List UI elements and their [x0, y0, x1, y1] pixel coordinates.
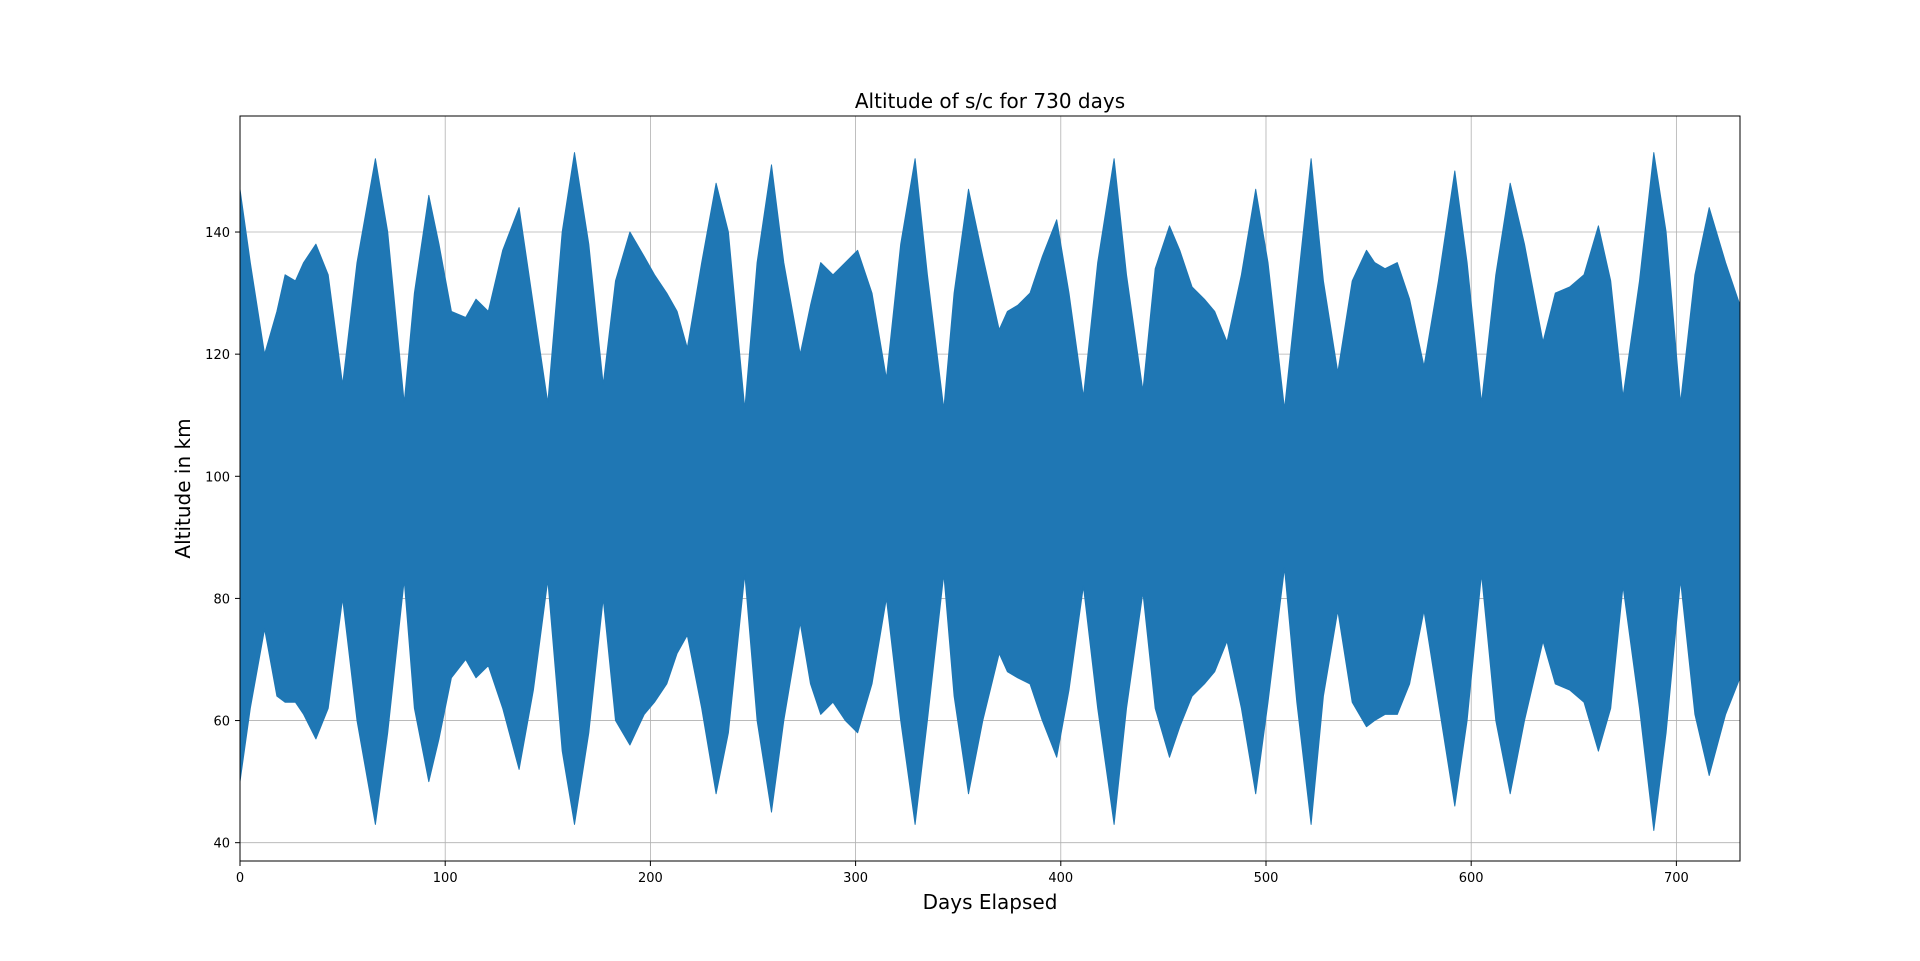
x-tick-label: 0 [236, 871, 244, 886]
y-tick-label: 80 [213, 592, 230, 607]
chart-title: Altitude of s/c for 730 days [855, 89, 1125, 113]
x-tick-label: 700 [1664, 871, 1689, 886]
x-tick-label: 500 [1254, 871, 1279, 886]
y-tick-label: 60 [213, 715, 230, 730]
y-tick-label: 100 [205, 470, 230, 485]
x-axis-label: Days Elapsed [923, 890, 1058, 914]
y-tick-label: 40 [213, 837, 230, 852]
x-tick-label: 600 [1459, 871, 1484, 886]
axes-frame [239, 115, 1741, 862]
x-tick-label: 100 [433, 871, 458, 886]
y-axis-label: Altitude in km [171, 418, 195, 558]
y-tick-label: 140 [205, 226, 230, 241]
plot-area: 0 100 200 300 400 500 600 700 40 60 80 100 120 140 [205, 115, 1741, 886]
x-tick-label: 400 [1048, 871, 1073, 886]
x-tick-label: 200 [638, 871, 663, 886]
y-tick-label: 120 [205, 348, 230, 363]
x-tick-label: 300 [843, 871, 868, 886]
